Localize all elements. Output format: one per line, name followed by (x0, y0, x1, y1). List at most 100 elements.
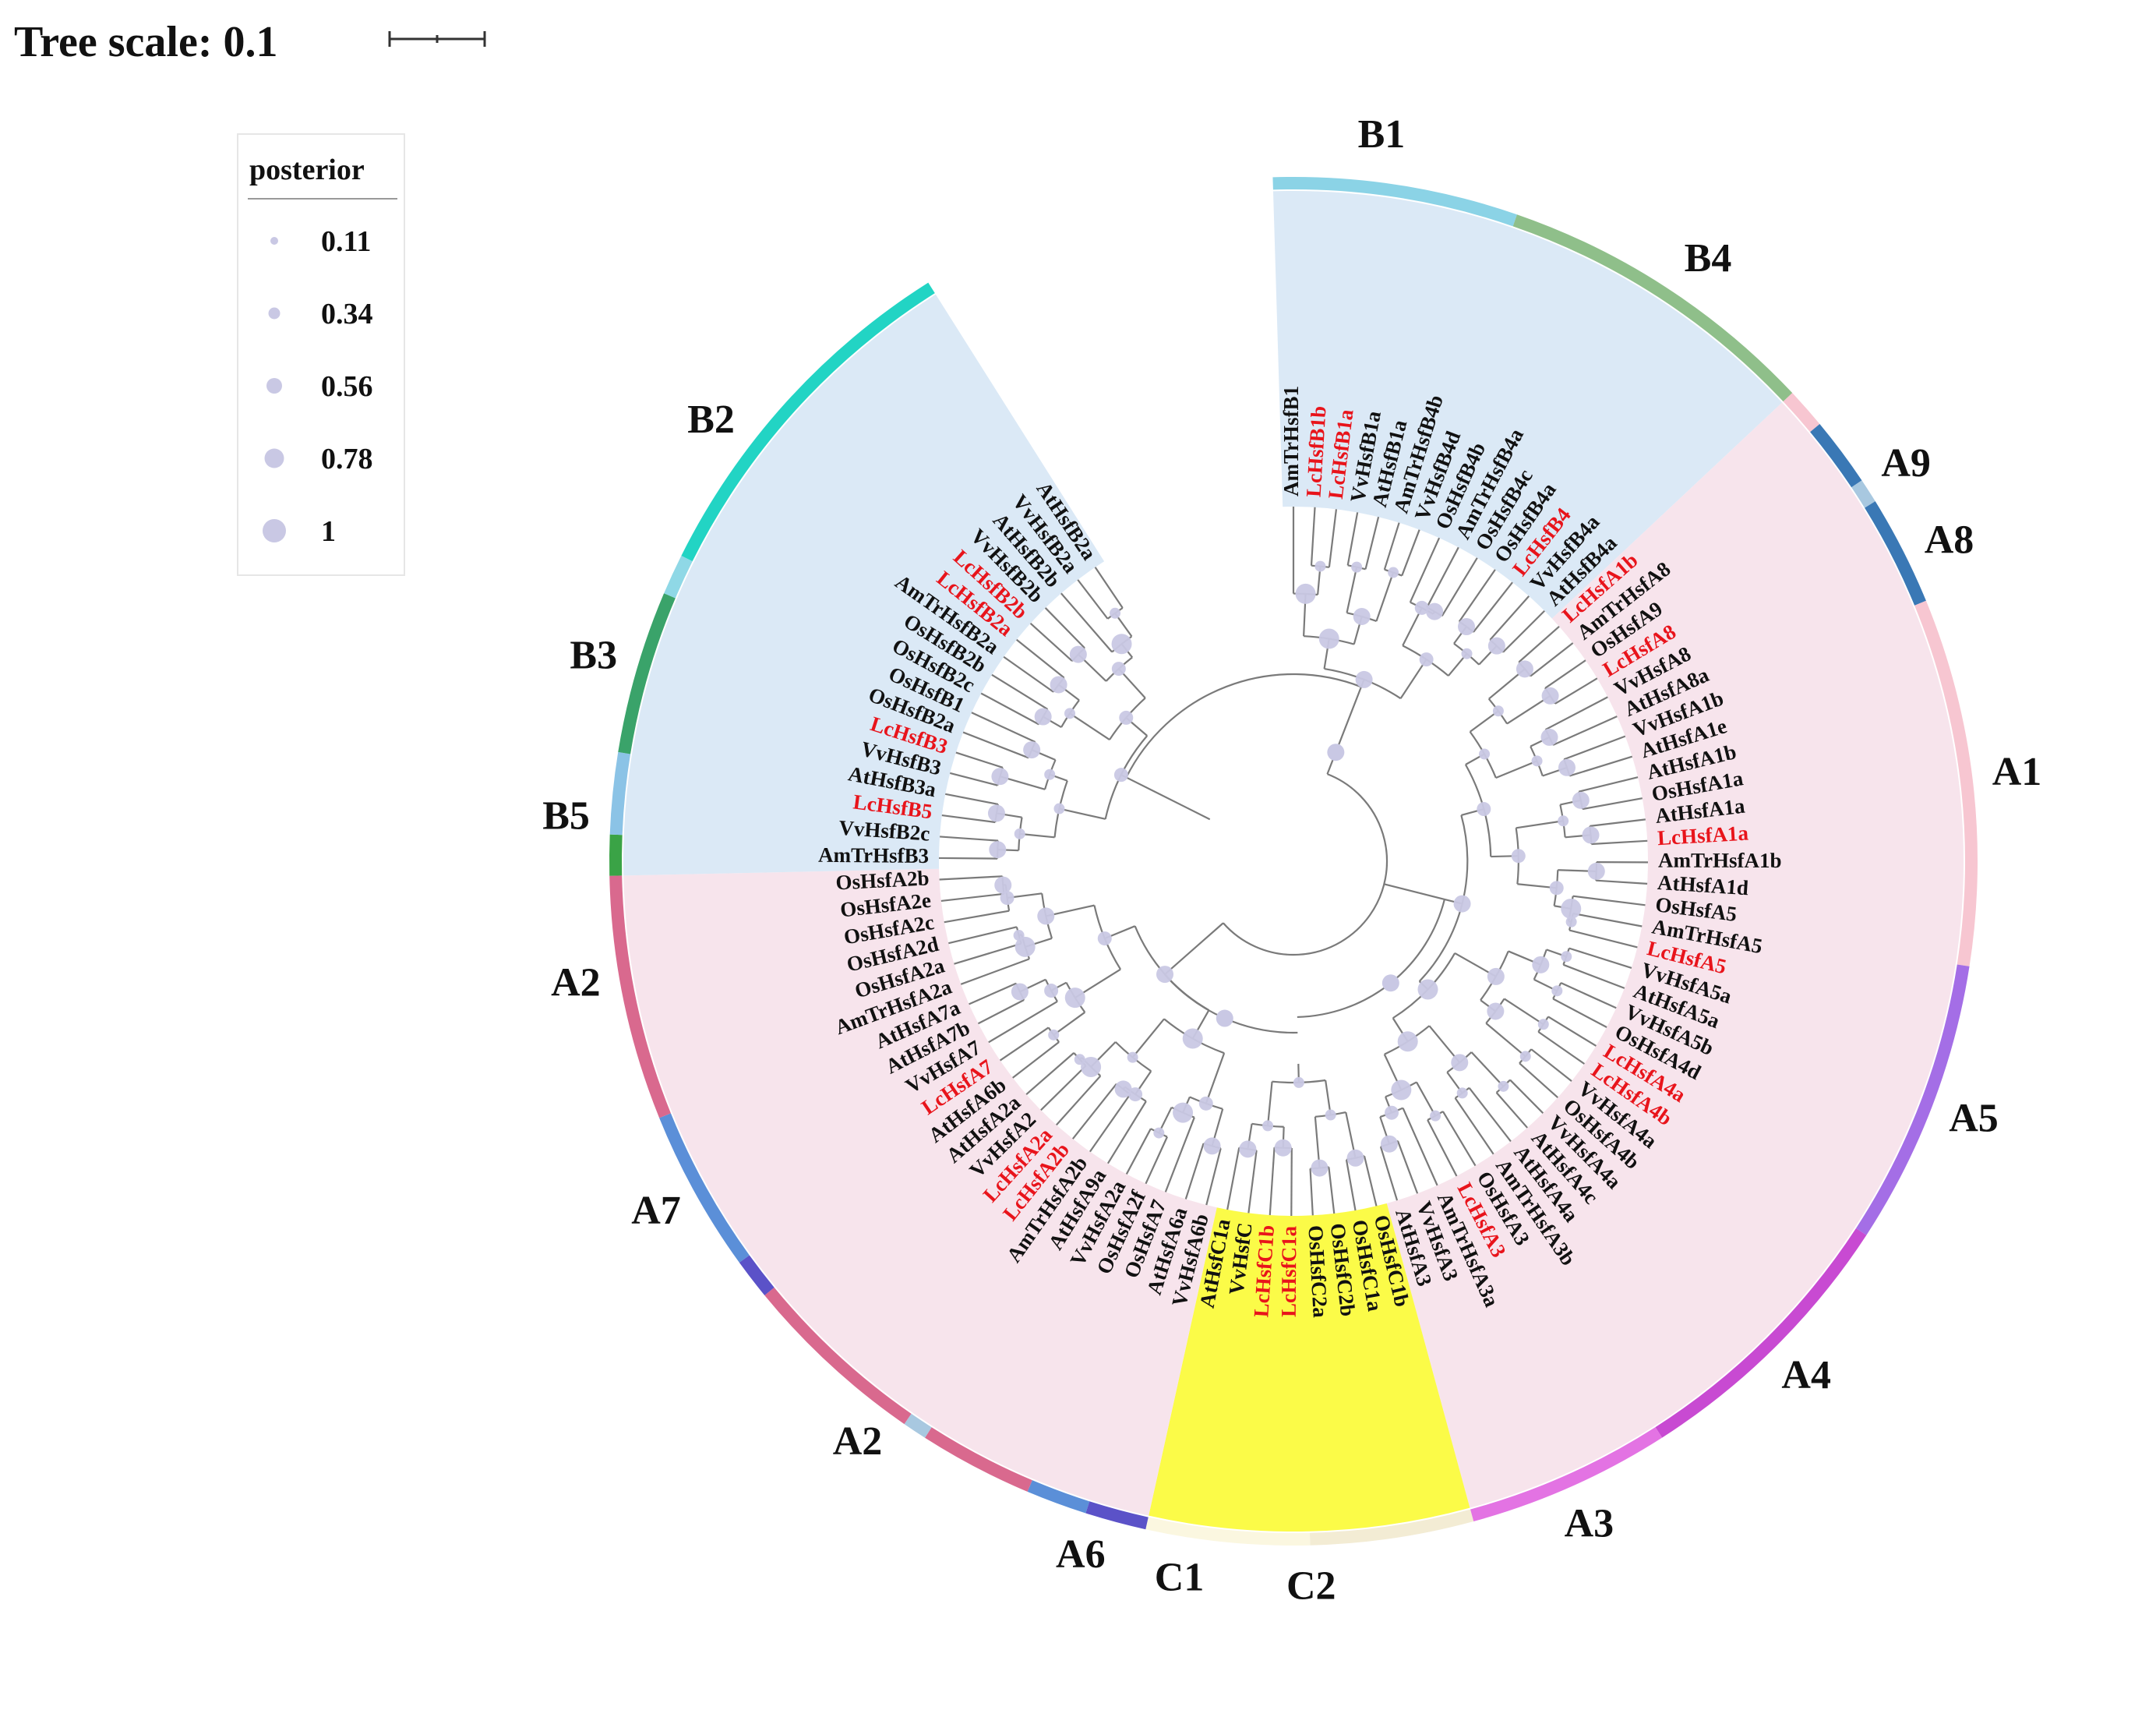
posterior-node-40 (1381, 1135, 1399, 1153)
tip-label-77: OsHsfA2b (835, 866, 930, 894)
branch (1247, 1150, 1258, 1214)
branch (1516, 820, 1564, 829)
branch-arc (1163, 973, 1298, 1034)
branch (1383, 522, 1400, 571)
branch (962, 731, 1029, 759)
posterior-node-87 (1111, 662, 1126, 677)
branch (1131, 1018, 1165, 1058)
clade-label-1: B4 (1685, 236, 1732, 281)
ring-segment-24 (681, 282, 935, 562)
posterior-node-41 (1385, 1105, 1399, 1120)
ring-segment-16 (764, 1287, 912, 1425)
branch (1003, 655, 1054, 693)
ring-segment-9 (1470, 1427, 1663, 1522)
posterior-node-82 (1050, 676, 1067, 694)
posterior-node-55 (1173, 1102, 1194, 1123)
branch (1560, 982, 1617, 1009)
posterior-node-37 (1456, 1087, 1468, 1099)
posterior-node-85 (1110, 607, 1121, 619)
branch (1473, 581, 1513, 633)
branch (1591, 839, 1648, 846)
branch (1568, 929, 1638, 949)
branch (1363, 1155, 1378, 1207)
posterior-node-63 (1048, 1029, 1060, 1040)
branch (1441, 557, 1478, 617)
posterior-node-7 (1414, 600, 1429, 615)
branch (1530, 1048, 1572, 1082)
branch (1563, 735, 1626, 761)
branch (1402, 607, 1423, 646)
branch (948, 926, 1018, 945)
ring-segment-22 (618, 593, 676, 754)
posterior-node-11 (1419, 652, 1434, 667)
scale-bar (388, 31, 486, 47)
posterior-node-69 (994, 876, 1012, 894)
branch (1518, 625, 1560, 663)
posterior-node-54 (1153, 1127, 1165, 1139)
legend-label-2: 0.56 (321, 370, 373, 403)
clade-label-4: A1 (1992, 750, 2042, 794)
posterior-node-23 (1587, 862, 1605, 880)
posterior-node-90 (1327, 744, 1345, 761)
tip-label-0: AmTrHsfB1 (1279, 386, 1303, 496)
branch (1427, 1119, 1458, 1177)
clade-label-10: A6 (1056, 1532, 1106, 1577)
branch-root (1125, 776, 1211, 821)
branch (939, 875, 1003, 881)
posterior-node-75 (987, 804, 1005, 822)
branch (1314, 1116, 1321, 1168)
branch (1029, 622, 1073, 662)
legend-dot-3 (264, 448, 284, 468)
posterior-node-70 (1000, 891, 1014, 906)
branch (1503, 998, 1544, 1026)
posterior-node-3 (1388, 567, 1399, 578)
posterior-node-81 (1034, 708, 1052, 726)
posterior-node-79 (1044, 768, 1056, 780)
posterior-node-6 (1426, 602, 1444, 620)
branch (1309, 1168, 1314, 1216)
branch (1290, 1147, 1293, 1216)
posterior-node-35 (1487, 967, 1505, 985)
branch (949, 772, 998, 786)
branch (1328, 509, 1338, 567)
branch (1346, 512, 1359, 566)
branch (955, 751, 1004, 768)
posterior-node-34 (1487, 1002, 1505, 1020)
branch (969, 982, 1017, 1005)
legend-label-0: 0.11 (321, 225, 371, 258)
branch (980, 692, 1039, 726)
branch (1590, 818, 1646, 827)
branch (1375, 572, 1395, 622)
posterior-node-86 (1111, 634, 1132, 655)
clade-background-layer (623, 191, 1964, 1532)
posterior-node-27 (1511, 849, 1526, 864)
posterior-node-33 (1519, 1051, 1531, 1062)
branch (1552, 998, 1607, 1028)
branch (1106, 1101, 1147, 1164)
tip-label-51: OsHsfC2a (1304, 1224, 1332, 1318)
branch (977, 999, 1025, 1025)
posterior-node-74 (989, 841, 1007, 859)
branch (1226, 1147, 1240, 1210)
branch (1458, 569, 1496, 623)
posterior-node-13 (1516, 660, 1533, 678)
clade-background-1 (1386, 402, 1964, 1508)
posterior-node-8 (1458, 618, 1476, 636)
branch (1519, 1062, 1558, 1099)
branch (1572, 895, 1646, 906)
branch-root (1384, 883, 1445, 900)
branch (1379, 1146, 1399, 1201)
branch (1069, 712, 1110, 740)
ring-segment-8 (1655, 1228, 1867, 1438)
clade-label-2: A9 (1881, 441, 1931, 486)
posterior-node-65 (1044, 984, 1059, 998)
posterior-node-51 (1262, 1120, 1274, 1132)
posterior-node-72 (1097, 931, 1112, 946)
branch (1489, 595, 1530, 641)
clade-background-3 (623, 868, 1217, 1516)
ring-segment-0 (1272, 177, 1517, 227)
posterior-node-26 (1549, 881, 1564, 896)
branch (1596, 879, 1648, 885)
posterior-node-0 (1314, 560, 1326, 572)
branch (1205, 1052, 1226, 1104)
